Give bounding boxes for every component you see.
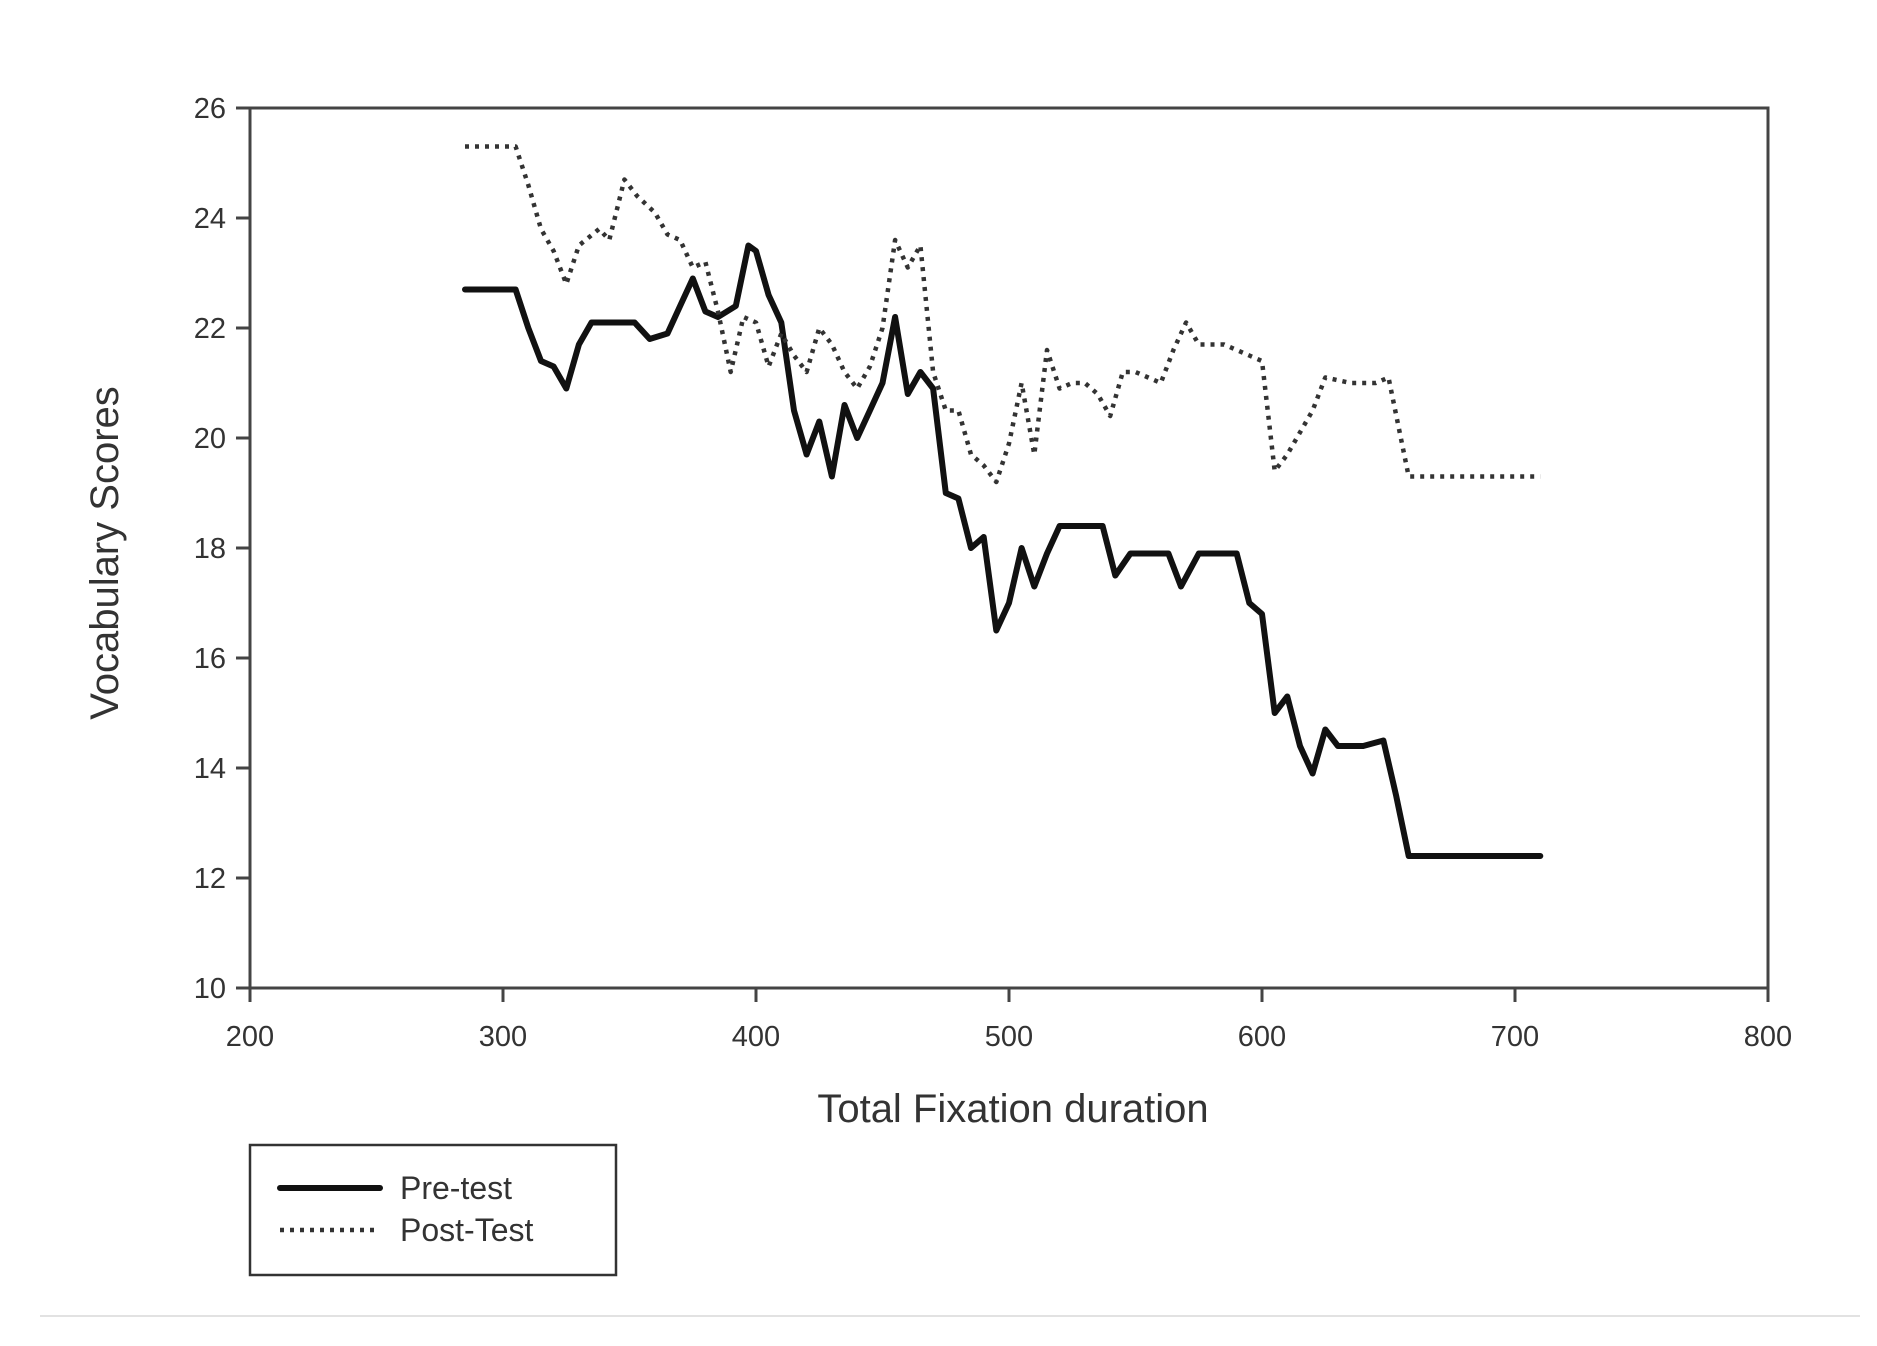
y-tick-label: 24 <box>194 203 226 235</box>
legend-label-post-test: Post-Test <box>400 1212 533 1248</box>
legend-box <box>248 1143 618 1277</box>
x-tick-label: 300 <box>479 1021 527 1053</box>
y-tick-label: 10 <box>194 973 226 1005</box>
y-tick-label: 26 <box>194 93 226 125</box>
bottom-divider <box>40 1315 1860 1317</box>
legend-label-pre-test: Pre-test <box>400 1170 512 1206</box>
y-tick-label: 16 <box>194 643 226 675</box>
y-tick-label: 20 <box>194 423 226 455</box>
x-axis-title: Total Fixation duration <box>817 1087 1208 1131</box>
x-tick-label: 200 <box>226 1021 274 1053</box>
series-line-post-test <box>465 144 1541 485</box>
axes: 10 12 14 16 18 20 22 24 26 200 300 400 500 600 700 800 <box>194 93 1792 1053</box>
y-tick-label: 12 <box>194 863 226 895</box>
y-tick-label: 18 <box>194 533 226 565</box>
series-lines <box>462 144 1544 859</box>
x-tick-label: 700 <box>1491 1021 1539 1053</box>
series-line-pre-test <box>462 242 1544 859</box>
y-tick-label: 22 <box>194 313 226 345</box>
x-tick-label: 800 <box>1744 1021 1792 1053</box>
x-tick-label: 400 <box>732 1021 780 1053</box>
x-tick-label: 600 <box>1238 1021 1286 1053</box>
y-axis-title: Vocabulary Scores <box>83 386 127 720</box>
x-tick-label: 500 <box>985 1021 1033 1053</box>
y-tick-label: 14 <box>194 753 226 785</box>
legend: Pre-test Post-Test <box>248 1143 618 1277</box>
